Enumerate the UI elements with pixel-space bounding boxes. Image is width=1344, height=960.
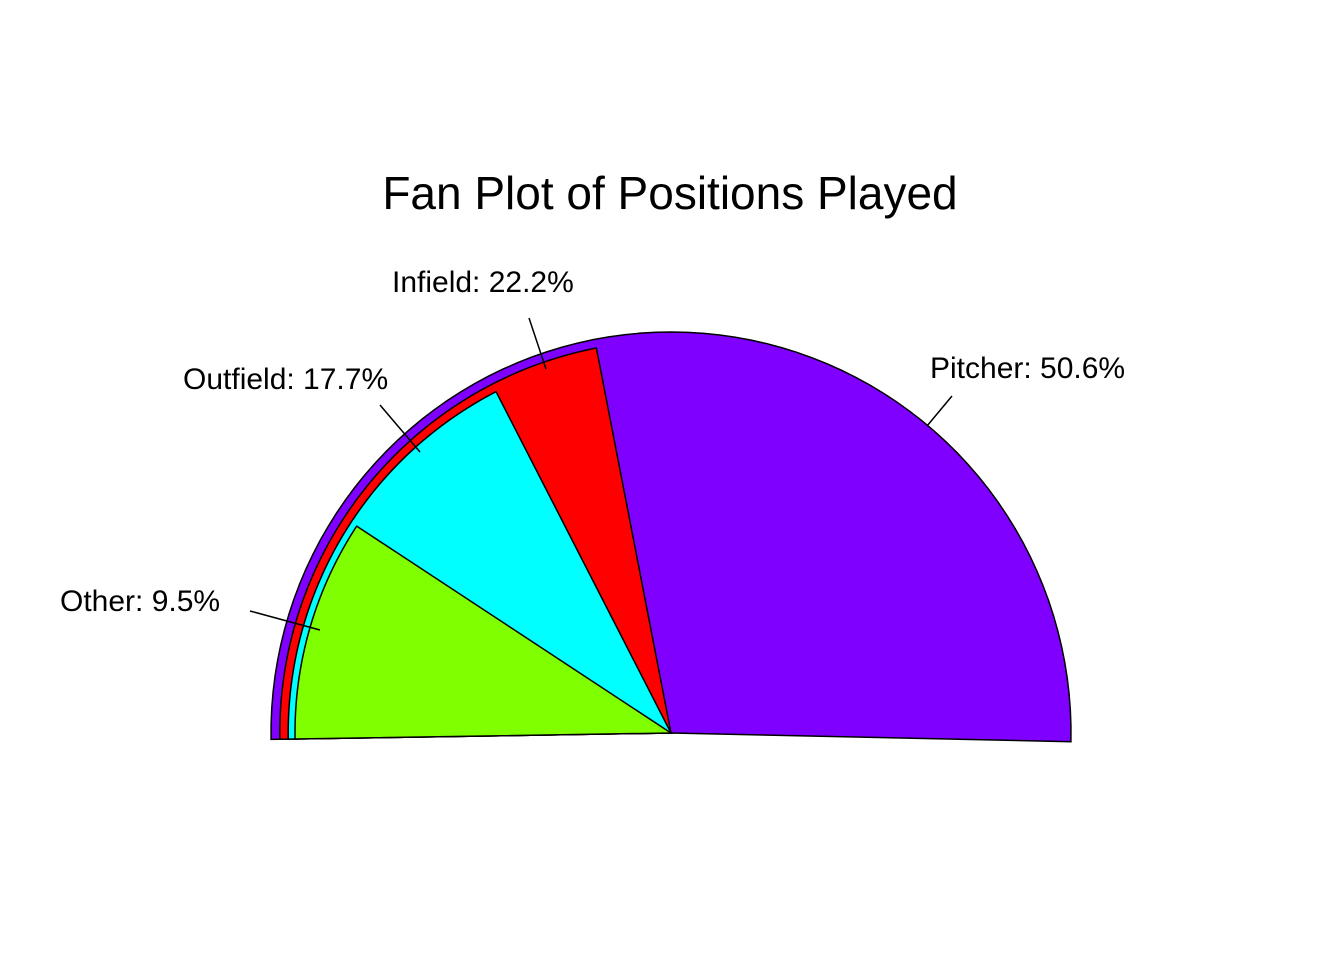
leader-line-pitcher [926,395,953,427]
slice-label-other: Other: 9.5% [60,585,220,618]
leader-line-other [249,610,321,631]
slice-label-infield: Infield: 22.2% [392,266,574,299]
slice-label-pitcher: Pitcher: 50.6% [930,352,1125,385]
leader-line-outfield [379,404,421,453]
slice-label-outfield: Outfield: 17.7% [183,363,388,396]
slice-labels: Pitcher: 50.6% Infield: 22.2% Outfield: 17… [60,266,1125,631]
chart-title: Fan Plot of Positions Played [382,167,957,219]
leader-line-infield [528,317,547,370]
fan-slices [270,331,1072,743]
